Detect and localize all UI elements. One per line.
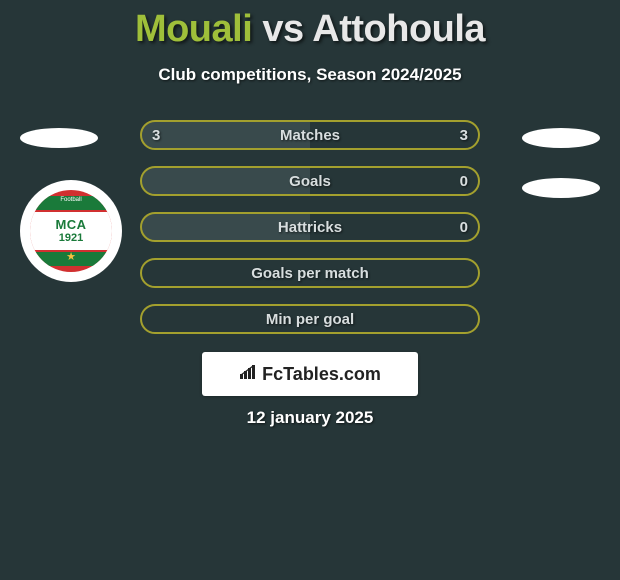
player1-club-badge: Football MCA 1921 ★ [20,180,122,282]
stat-right-value: 3 [460,127,468,144]
stat-row: Goals per match [140,258,480,288]
player2-avatar-placeholder [522,128,600,148]
stats-container: 3 Matches 3 Goals 0 Hattricks 0 Goals per match… [140,120,480,350]
player1-name: Mouali [135,8,252,50]
subtitle: Club competitions, Season 2024/2025 [0,65,620,85]
chart-icon [239,364,259,385]
stat-right-value: 0 [460,219,468,236]
brand-text: FcTables.com [262,364,381,385]
comparison-title: Mouali vs Attohoula [0,0,620,51]
club-badge-inner: Football MCA 1921 ★ [30,190,112,272]
badge-abbrev: MCA [55,218,86,231]
stat-row: Goals 0 [140,166,480,196]
stat-label: Matches [280,127,340,144]
badge-year: 1921 [59,233,83,244]
stat-label: Min per goal [266,311,354,328]
stat-left-value: 3 [152,127,160,144]
player2-club-placeholder [522,178,600,198]
star-icon: ★ [30,250,112,263]
stat-row: Hattricks 0 [140,212,480,242]
stat-label: Goals [289,173,331,190]
stat-row: 3 Matches 3 [140,120,480,150]
badge-center: MCA 1921 [30,212,112,250]
stat-right-value: 0 [460,173,468,190]
stat-row: Min per goal [140,304,480,334]
stat-label: Hattricks [278,219,342,236]
vs-label: vs [262,8,303,50]
footer-date: 12 january 2025 [0,408,620,428]
badge-top-label: Football [30,197,112,203]
stat-label: Goals per match [251,265,369,282]
brand-badge[interactable]: FcTables.com [202,352,418,396]
player2-name: Attohoula [312,8,485,50]
player1-avatar-placeholder [20,128,98,148]
